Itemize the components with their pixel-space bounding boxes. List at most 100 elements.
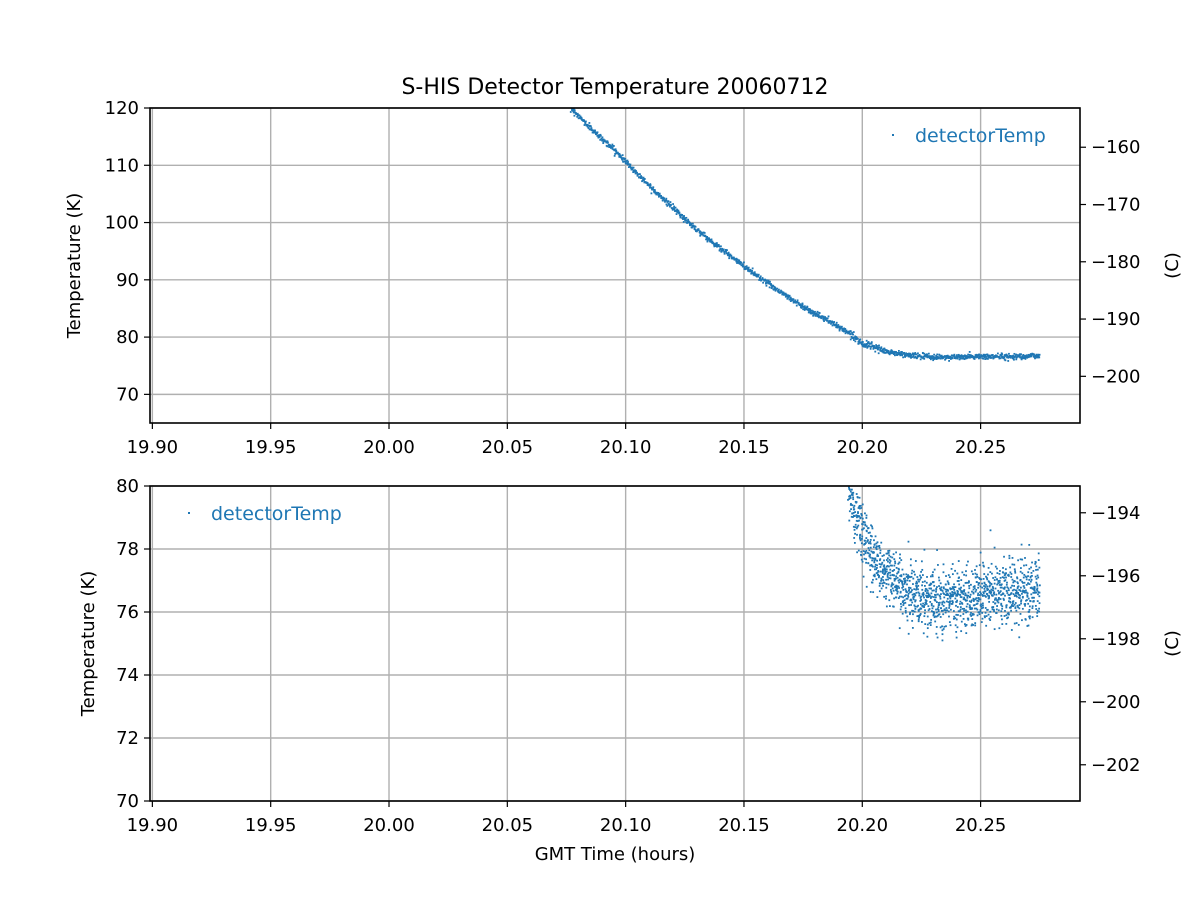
data-point — [1025, 576, 1028, 579]
data-point — [601, 136, 604, 139]
data-point — [967, 594, 969, 597]
data-point — [884, 572, 887, 575]
data-point — [879, 552, 882, 554]
data-point — [962, 617, 965, 620]
data-point — [864, 344, 867, 347]
data-point — [1038, 566, 1041, 569]
data-point — [736, 262, 738, 264]
data-point — [890, 349, 893, 352]
data-point — [952, 587, 955, 590]
data-point — [898, 581, 901, 584]
data-point — [907, 594, 909, 597]
data-point — [1005, 604, 1008, 607]
data-point — [885, 583, 888, 585]
data-point — [931, 357, 934, 360]
data-point — [983, 565, 985, 568]
data-point — [930, 592, 933, 595]
data-point — [1003, 555, 1005, 558]
data-point — [1010, 605, 1012, 608]
data-point — [992, 608, 995, 611]
x-tick-label: 19.95 — [245, 437, 297, 458]
data-point — [850, 335, 853, 338]
data-point — [853, 541, 856, 544]
data-point — [925, 601, 927, 604]
data-point — [751, 269, 753, 272]
data-point — [750, 271, 753, 273]
data-point — [1009, 586, 1012, 589]
data-point — [867, 539, 869, 542]
data-point — [855, 527, 858, 530]
data-point — [627, 161, 629, 163]
data-point — [1026, 599, 1028, 601]
data-point — [889, 560, 892, 562]
data-point — [852, 496, 855, 499]
data-point — [735, 260, 738, 263]
data-point — [787, 296, 790, 299]
data-point — [973, 587, 976, 590]
data-point — [1015, 595, 1018, 598]
data-point — [1021, 596, 1024, 599]
data-point — [847, 498, 849, 501]
data-point — [912, 583, 914, 585]
data-point — [982, 353, 985, 356]
data-point — [906, 591, 908, 594]
data-point — [762, 278, 765, 281]
data-point — [1012, 602, 1014, 605]
data-point — [978, 577, 981, 579]
data-point — [1014, 602, 1017, 604]
data-point — [770, 283, 773, 286]
x-tick-label: 20.25 — [955, 437, 1007, 458]
data-point — [920, 599, 923, 601]
data-point — [691, 222, 694, 225]
data-point — [901, 354, 904, 357]
data-point — [671, 208, 674, 211]
data-point — [863, 557, 866, 560]
data-point — [860, 554, 863, 557]
data-point — [893, 558, 896, 561]
data-point — [902, 596, 905, 599]
data-point — [932, 355, 935, 358]
data-point — [859, 533, 862, 536]
data-point — [900, 574, 903, 577]
data-point — [981, 582, 983, 585]
data-point — [950, 567, 953, 570]
data-point — [1031, 352, 1034, 355]
data-point — [859, 536, 861, 539]
data-point — [1016, 587, 1019, 590]
data-point — [917, 620, 920, 623]
data-point — [800, 304, 802, 307]
data-point — [1020, 600, 1022, 603]
data-point — [879, 558, 882, 561]
data-point — [599, 138, 602, 141]
data-point — [740, 262, 743, 264]
data-point — [1018, 607, 1021, 610]
data-point — [649, 186, 652, 189]
data-point — [753, 271, 756, 274]
data-point — [594, 129, 596, 132]
data-point — [1019, 590, 1022, 592]
data-point — [963, 596, 966, 599]
data-point — [865, 517, 868, 519]
data-point — [724, 250, 726, 253]
data-point — [996, 605, 998, 607]
data-point — [670, 203, 672, 206]
data-point — [946, 580, 949, 583]
data-point — [1013, 603, 1016, 606]
data-point — [1025, 589, 1027, 592]
data-point — [702, 231, 705, 234]
data-point — [851, 331, 853, 334]
data-point — [982, 604, 984, 607]
data-point — [994, 597, 997, 600]
data-point — [865, 537, 868, 539]
data-point — [856, 496, 859, 499]
data-point — [1036, 583, 1039, 586]
x-tick-label: 19.90 — [127, 437, 179, 458]
data-point — [634, 172, 637, 175]
data-point — [852, 331, 855, 333]
data-point — [866, 345, 869, 348]
data-point — [897, 350, 900, 352]
y-tick-label: 74 — [116, 665, 139, 686]
data-point — [927, 596, 930, 598]
data-point — [1007, 575, 1010, 577]
data-point — [999, 576, 1002, 579]
